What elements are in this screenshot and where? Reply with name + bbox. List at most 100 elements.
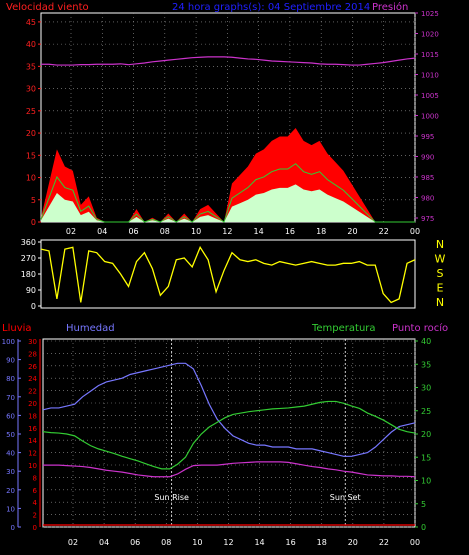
wind-axis-label: 30 [26, 85, 36, 94]
temperature-axis-label: 0 [421, 523, 426, 532]
pressure-axis-label: 1025 [421, 10, 439, 18]
x-tick-label: 20 [348, 538, 358, 547]
dewpoint-line [43, 461, 416, 478]
temperature-line [42, 400, 416, 470]
pressure-axis-label: 995 [421, 133, 434, 141]
temperature-axis-label: 25 [421, 407, 431, 416]
pressure-line [41, 56, 416, 66]
humidity-axis-label: 10 [6, 505, 15, 513]
x-tick-label: 22 [379, 538, 389, 547]
x-tick-label: 06 [128, 227, 138, 236]
sun-marker-label: Sun Rise [154, 493, 189, 502]
x-tick-label: 12 [222, 227, 232, 236]
wind-axis-label: 35 [26, 62, 36, 71]
pressure-axis-label: 1000 [421, 113, 439, 121]
panel2-frame [40, 239, 416, 309]
x-tick-label: 02 [66, 227, 76, 236]
temperature-axis-label: 10 [421, 477, 431, 486]
rain-axis-label: 0 [33, 524, 37, 532]
humidity-axis-label: 100 [2, 338, 15, 346]
humidity-axis-label: 80 [6, 375, 15, 383]
rain-axis-label: 2 [33, 512, 37, 520]
humidity-axis-label: 0 [11, 524, 15, 532]
temperature-axis-label: 35 [421, 360, 431, 369]
wind-speed-area [41, 127, 415, 222]
rain-axis-label: 8 [33, 474, 37, 482]
pressure-axis-label: 990 [421, 154, 434, 162]
temperature-axis-label: 40 [421, 337, 431, 346]
rain-axis-label: 20 [28, 400, 37, 408]
compass-label: W [435, 253, 446, 266]
x-tick-label: 10 [192, 538, 202, 547]
temperature-axis-label: 15 [421, 453, 431, 462]
wind-axis-label: 15 [26, 151, 36, 160]
x-tick-label: 12 [223, 538, 233, 547]
x-tick-label: 02 [68, 538, 78, 547]
direction-axis-label: 90 [26, 286, 36, 295]
wind-speed-header: Velocidad viento [6, 2, 89, 13]
wind-average-line [40, 163, 415, 223]
wind-axis-label: 5 [31, 196, 36, 205]
humidity-axis-label: 30 [6, 468, 15, 476]
rain-axis-label: 24 [28, 375, 37, 383]
compass-label: E [437, 282, 444, 295]
humidity-axis-label: 40 [6, 450, 15, 458]
rain-axis-label: 26 [28, 363, 37, 371]
humidity-axis-label: 70 [6, 394, 15, 402]
direction-axis-label: 270 [21, 254, 36, 263]
rain-axis-label: 18 [28, 412, 37, 420]
wind-axis-label: 25 [26, 107, 36, 116]
chart-title: 24 hora graphs(s): 04 Septiembre 2014 [172, 2, 370, 13]
humidity-axis-label: 60 [6, 412, 15, 420]
wind-direction-line [40, 245, 416, 304]
pressure-axis-label: 1015 [421, 51, 439, 59]
x-tick-label: 10 [191, 227, 201, 236]
humidity-line [42, 362, 416, 457]
x-tick-label: 08 [160, 227, 170, 236]
x-tick-label: 16 [285, 227, 295, 236]
humidity-axis-label: 50 [6, 431, 15, 439]
rain-axis-label: 16 [28, 425, 37, 433]
x-tick-label: 00 [410, 227, 420, 236]
x-tick-label: 16 [286, 538, 296, 547]
rain-axis-label: 14 [28, 437, 37, 445]
compass-label: N [436, 238, 444, 251]
humidity-axis-label: 90 [6, 357, 15, 365]
compass-label: N [436, 296, 444, 309]
sun-marker-label: Sun Set [330, 493, 361, 502]
x-tick-label: 00 [410, 538, 420, 547]
pressure-axis-label: 1005 [421, 92, 439, 100]
x-tick-label: 20 [347, 227, 357, 236]
direction-axis-label: 360 [21, 238, 36, 247]
temperature-axis-label: 5 [421, 500, 426, 509]
x-tick-label: 14 [254, 227, 264, 236]
x-tick-label: 18 [317, 538, 327, 547]
rain-axis-label: 28 [28, 350, 37, 358]
humidity-header: Humedad [66, 323, 115, 334]
wind-axis-label: 45 [26, 18, 36, 27]
humidity-axis-label: 20 [6, 487, 15, 495]
temperature-axis-label: 20 [421, 430, 431, 439]
rain-axis-label: 22 [28, 388, 37, 396]
dewpoint-header: Punto rocío [392, 322, 448, 334]
rain-axis-label: 10 [28, 462, 37, 470]
temperature-humidity-panel: 0102030405060708090100024681012141618202… [2, 337, 432, 547]
wind-pressure-panel: 0510152025303540459759809859909951000100… [26, 10, 439, 236]
pressure-header: Presión [372, 1, 408, 13]
wind-low-area [41, 184, 415, 222]
temperature-header: Temperatura [311, 323, 376, 334]
wind-axis-label: 0 [31, 218, 36, 227]
x-tick-label: 08 [161, 538, 171, 547]
compass-label: S [437, 267, 444, 280]
pressure-axis-label: 975 [421, 215, 434, 223]
x-tick-label: 06 [130, 538, 140, 547]
rain-axis-label: 4 [33, 499, 38, 507]
pressure-axis-label: 1020 [421, 31, 439, 39]
x-tick-label: 14 [254, 538, 264, 547]
x-tick-label: 04 [97, 227, 107, 236]
wind-axis-label: 40 [26, 40, 36, 49]
rain-axis-label: 30 [28, 338, 37, 346]
x-tick-label: 22 [379, 227, 389, 236]
